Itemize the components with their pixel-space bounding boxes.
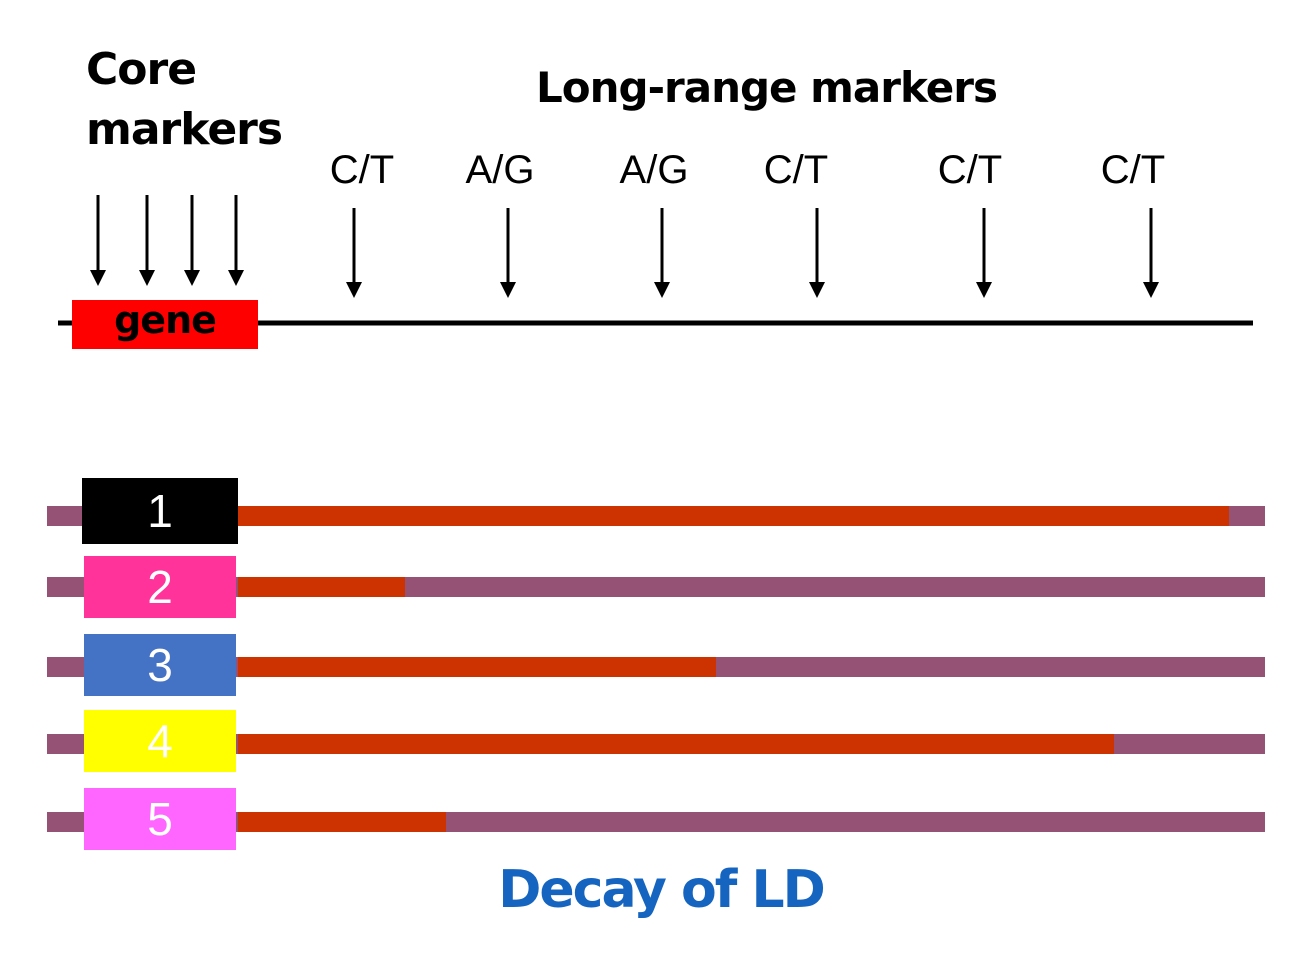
haplotype-1-label: 1 — [147, 485, 173, 537]
core-markers-title: Core markers — [86, 44, 283, 155]
haplotype-2-conserved-segment — [238, 577, 406, 597]
haplotype-4-conserved-segment — [238, 734, 1115, 754]
decay-of-ld-caption: Decay of LD — [498, 860, 826, 920]
long-range-markers-title: Long-range markers — [536, 63, 998, 112]
haplotype-2-label: 2 — [147, 561, 173, 613]
haplotype-3-box: 3 — [84, 634, 236, 696]
haplotype-4-label: 4 — [147, 715, 173, 767]
allele-label-3: A/G — [619, 148, 689, 192]
haplotype-5-box: 5 — [84, 788, 236, 850]
haplotype-5-label: 5 — [147, 793, 173, 845]
gene-label: gene — [114, 297, 217, 342]
allele-label-5: C/T — [937, 148, 1003, 192]
haplotype-5-conserved-segment — [238, 812, 447, 832]
haplotype-3-conserved-segment — [238, 657, 716, 677]
haplotype-1-box: 1 — [82, 478, 238, 544]
haplotype-3-label: 3 — [147, 639, 173, 691]
core-marker-arrows — [90, 195, 244, 286]
long-range-marker-arrows — [346, 208, 1159, 298]
haplotype-4-box: 4 — [84, 710, 236, 772]
allele-label-2: A/G — [465, 148, 535, 192]
haplotype-1-conserved-segment — [238, 506, 1230, 526]
allele-label-6: C/T — [1100, 148, 1166, 192]
gene-box: gene — [72, 297, 258, 349]
allele-label-4: C/T — [763, 148, 829, 192]
allele-label-1: C/T — [329, 148, 395, 192]
haplotype-2-box: 2 — [84, 556, 236, 618]
